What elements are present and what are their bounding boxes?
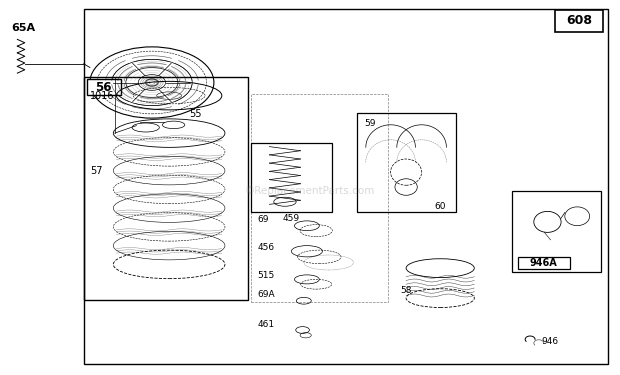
Text: 56: 56 [95,81,112,93]
Text: 65A: 65A [11,23,35,33]
Text: ©ReplacementParts.com: ©ReplacementParts.com [245,186,375,196]
Text: 608: 608 [566,15,592,27]
Text: 69A: 69A [257,290,275,299]
Bar [512,191,601,272]
Text: 59: 59 [364,119,376,128]
Text: 57: 57 [90,166,102,176]
Bar [356,112,456,212]
Text: 69: 69 [257,215,269,224]
Text: 456: 456 [257,243,275,252]
Text: 55: 55 [189,110,202,119]
Text: 946A: 946A [530,258,557,267]
Text: 946: 946 [541,337,559,346]
Bar [251,94,388,302]
Bar [251,142,332,212]
Bar [518,256,570,269]
Text: 1016: 1016 [90,91,115,101]
Bar [84,9,608,364]
Text: 515: 515 [257,271,275,280]
Bar [87,79,121,95]
Text: 60: 60 [434,202,446,211]
Bar [555,10,603,32]
Bar [84,77,248,300]
Text: 459: 459 [283,214,300,223]
Text: 58: 58 [400,286,412,295]
Text: 461: 461 [257,320,275,329]
